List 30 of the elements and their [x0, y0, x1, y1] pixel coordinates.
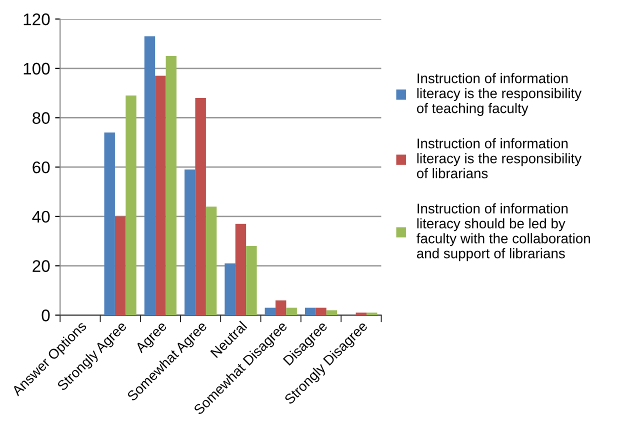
bar: [276, 300, 286, 316]
y-tick-label: 60: [32, 161, 50, 174]
y-tick-label: 0: [42, 310, 50, 322]
y-tick-label: 40: [32, 210, 50, 223]
bar: [184, 170, 196, 316]
bar: [144, 36, 156, 316]
y-tick-label: 20: [32, 260, 50, 272]
bar: [316, 308, 326, 316]
bar: [206, 206, 217, 316]
y-tick-label: 80: [32, 112, 50, 124]
bar: [366, 312, 378, 316]
legend-label: Instruction of information literacy is the responsibility of teaching faculty: [416, 73, 582, 116]
bar: [235, 224, 246, 316]
bar: [114, 216, 126, 316]
bar: [224, 263, 236, 316]
bar: [246, 246, 257, 316]
bar: [356, 312, 367, 316]
bar: [195, 98, 206, 316]
legend-label: Instruction of information literacy should be led by faculty with the collaboration and support of librarians: [416, 203, 590, 262]
y-tick-label: 100: [24, 62, 50, 75]
bar: [326, 310, 338, 316]
bar: [166, 56, 177, 316]
bar: [126, 96, 136, 316]
bar: [104, 132, 115, 316]
bar: [304, 308, 316, 316]
bar: [286, 308, 297, 316]
y-tick-label: 120: [24, 13, 50, 26]
bar: [264, 308, 276, 316]
bar: [155, 76, 166, 316]
legend-label: Instruction of information literacy is the responsibility of librarians: [416, 138, 582, 178]
